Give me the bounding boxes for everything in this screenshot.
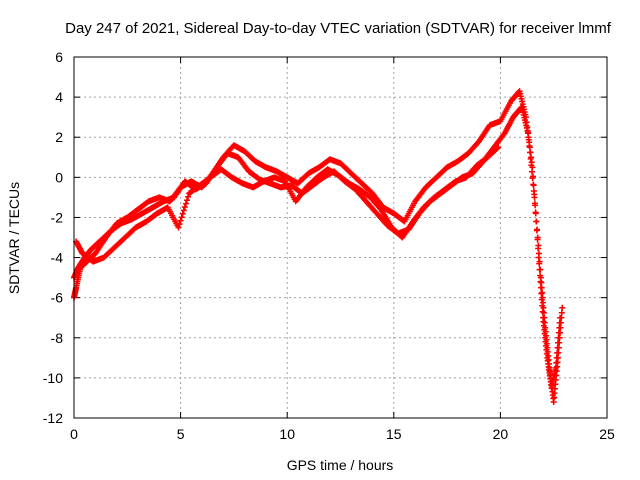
y-tick-label: 2 [55,129,63,145]
interp-point-track-b [535,250,542,257]
interp-point-track-c [180,207,187,214]
data-point-track-b [531,194,538,201]
data-point-track-b [525,130,532,137]
grid-lines [74,57,607,418]
interp-point-track-b [536,258,543,265]
y-tick-label: -2 [51,209,64,225]
x-tick-label: 25 [599,426,615,442]
interp-point-track-b [528,162,535,169]
interp-point-track-b [527,149,534,156]
x-tick-label: 20 [493,426,509,442]
interp-point-track-b [537,266,544,273]
interp-point-track-b [529,175,536,182]
interp-point-track-b [534,226,541,233]
interp-point-track-c [185,193,192,200]
interp-point-track-b [534,234,541,241]
interp-point-track-b [539,294,546,301]
data-points [71,88,566,405]
interp-point-track-b [532,202,539,209]
data-point-track-c [175,224,182,231]
data-point-track-b [537,274,544,281]
interp-point-track-b [555,344,562,351]
interp-point-track-c [376,205,383,212]
interp-point-track-b [556,339,563,346]
interp-point-track-a [539,308,546,315]
x-axis-label: GPS time / hours [287,457,394,473]
interp-point-track-b [541,314,548,321]
y-tick-label: 6 [55,49,63,65]
interp-point-track-b [538,284,545,291]
interp-point-track-c [183,197,190,204]
interp-point-track-b [530,187,537,194]
x-tick-labels: 0 5 10 15 20 25 [70,426,615,442]
y-tick-label: 4 [55,89,63,105]
y-axis-label: SDTVAR / TECUs [6,182,22,294]
interp-point-track-b [526,143,533,150]
interp-point-track-c [181,204,188,211]
interp-point-track-c [182,200,189,207]
y-tick-label: -4 [51,250,64,266]
x-tick-label: 15 [386,426,402,442]
y-tick-label: -10 [43,370,63,386]
y-tick-labels: -12 -10 -8 -6 -4 -2 0 2 4 6 [43,49,63,426]
plot-frame [73,56,608,419]
interp-point-track-b [539,289,546,296]
data-point-track-c [495,144,502,151]
data-point-track-b [554,354,561,361]
interp-point-track-b [541,319,548,326]
data-point-track-b [559,304,566,311]
interp-point-track-c [176,221,183,228]
chart-title: Day 247 of 2021, Sidereal Day-to-day VTE… [65,20,612,37]
interp-point-track-c [179,210,186,217]
interp-point-track-b [557,329,564,336]
interp-point-track-c [178,214,185,221]
axis-ticks [73,56,608,419]
interp-point-track-b [530,181,537,188]
interp-point-track-b [528,168,535,175]
interp-point-track-b [555,349,562,356]
interp-point-track-b [557,324,564,331]
interp-point-track-b [540,309,547,316]
x-tick-label: 0 [70,426,78,442]
interp-point-track-a [538,290,545,297]
interp-point-track-b [525,136,532,143]
interp-point-track-b [540,299,547,306]
interp-point-track-c [177,217,184,224]
interp-point-track-b [556,334,563,341]
interp-point-track-b [558,309,565,316]
interp-point-track-c [494,145,501,152]
interp-point-track-b [527,155,534,162]
interp-point-track-b [540,304,547,311]
interp-point-track-b [535,242,542,249]
x-tick-label: 10 [279,426,295,442]
interp-point-track-b [533,218,540,225]
interp-point-track-b [558,314,565,321]
interp-point-track-b [538,279,545,286]
interp-point-track-b [532,210,539,217]
y-tick-label: -8 [51,330,64,346]
x-tick-label: 5 [177,426,185,442]
y-tick-label: 0 [55,169,63,185]
interp-point-track-b [557,319,564,326]
y-tick-label: -12 [43,410,63,426]
y-tick-label: -6 [51,290,64,306]
